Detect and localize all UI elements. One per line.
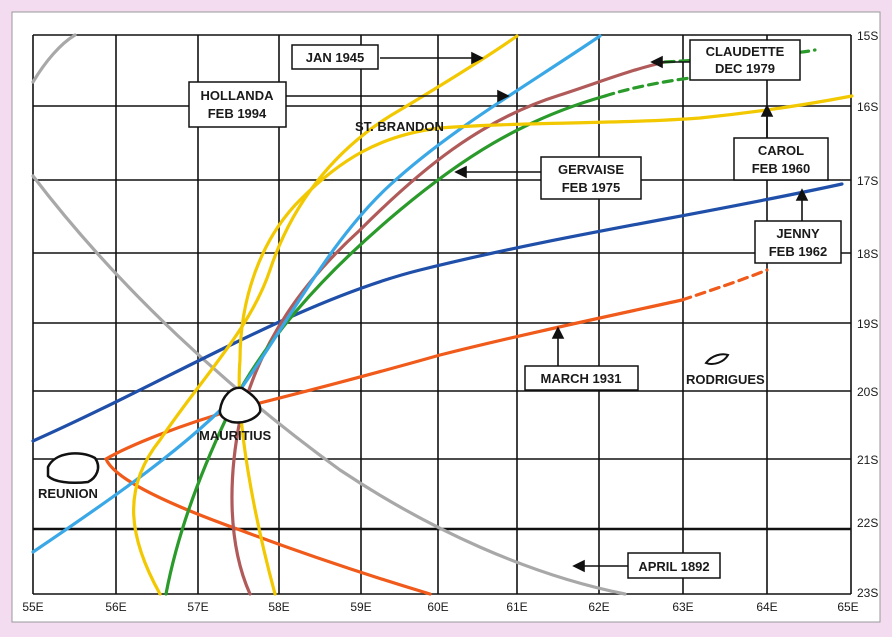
jenny-text-1: JENNY: [776, 226, 820, 241]
x-tick-label: 57E: [187, 600, 208, 614]
x-tick-label: 62E: [588, 600, 609, 614]
y-tick-labels: 15S 16S 17S 18S 19S 20S 21S 22S 23S: [857, 29, 878, 600]
label-april-1892: APRIL 1892: [627, 552, 721, 579]
gervaise-text-2: FEB 1975: [562, 180, 621, 195]
y-tick-label: 22S: [857, 516, 878, 530]
label-carol-1960: CAROL FEB 1960: [733, 137, 829, 181]
rodrigues-island-shape: [704, 353, 730, 365]
x-tick-label: 63E: [672, 600, 693, 614]
y-tick-label: 17S: [857, 174, 878, 188]
x-tick-label: 65E: [837, 600, 858, 614]
carol-text-2: FEB 1960: [752, 161, 811, 176]
mauritius-label: MAURITIUS: [199, 428, 272, 443]
y-tick-label: 21S: [857, 453, 878, 467]
march-1931-text: MARCH 1931: [541, 371, 622, 386]
label-gervaise-1975: GERVAISE FEB 1975: [540, 156, 642, 200]
jan-1945-text: JAN 1945: [306, 50, 365, 65]
mauritius-island-shape: [218, 386, 262, 424]
x-tick-label: 55E: [22, 600, 43, 614]
label-march-1931: MARCH 1931: [524, 365, 639, 391]
y-tick-label: 19S: [857, 317, 878, 331]
claudette-text-2: DEC 1979: [715, 61, 775, 76]
track-jan-1945: [132, 34, 519, 596]
april-1892-text: APRIL 1892: [638, 559, 709, 574]
track-gervaise-1975-dashed: [603, 76, 692, 98]
x-tick-label: 60E: [427, 600, 448, 614]
track-jenny-1962: [31, 182, 844, 443]
label-claudette-1979: CLAUDETTE DEC 1979: [689, 39, 801, 81]
carol-text-1: CAROL: [758, 143, 804, 158]
label-hollanda-1994: HOLLANDA FEB 1994: [188, 81, 287, 128]
gervaise-text-1: GERVAISE: [558, 162, 624, 177]
label-arrows: [286, 51, 809, 573]
x-tick-label: 61E: [506, 600, 527, 614]
label-jan-1945: JAN 1945: [291, 44, 379, 70]
hollanda-text-2: FEB 1994: [208, 106, 267, 121]
rodrigues-label: RODRIGUES: [686, 372, 765, 387]
cyclone-tracks: [31, 33, 854, 596]
y-tick-label: 18S: [857, 247, 878, 261]
track-march-1931: [103, 298, 684, 596]
x-tick-label: 59E: [350, 600, 371, 614]
y-tick-label: 23S: [857, 586, 878, 600]
hollanda-text-1: HOLLANDA: [201, 88, 275, 103]
reunion-label: REUNION: [38, 486, 98, 501]
reunion-island-shape: [46, 452, 100, 484]
track-claudette-1979: [230, 60, 667, 596]
x-tick-label: 58E: [268, 600, 289, 614]
x-tick-labels: 55E 56E 57E 58E 59E 60E 61E 62E 63E 64E …: [22, 600, 858, 614]
x-tick-label: 56E: [105, 600, 126, 614]
y-tick-label: 20S: [857, 385, 878, 399]
track-april-1892: [31, 174, 627, 596]
track-april-1892-top: [31, 33, 77, 84]
track-hollanda-1994: [31, 34, 602, 554]
y-tick-label: 15S: [857, 29, 878, 43]
track-gervaise-1975: [164, 94, 607, 596]
claudette-text-1: CLAUDETTE: [706, 44, 785, 59]
x-tick-label: 64E: [756, 600, 777, 614]
track-march-1931-dashed: [680, 268, 769, 302]
jenny-text-2: FEB 1962: [769, 244, 828, 259]
y-tick-label: 16S: [857, 100, 878, 114]
st-brandon-label: ST. BRANDON: [355, 119, 444, 134]
label-jenny-1962: JENNY FEB 1962: [754, 220, 842, 264]
